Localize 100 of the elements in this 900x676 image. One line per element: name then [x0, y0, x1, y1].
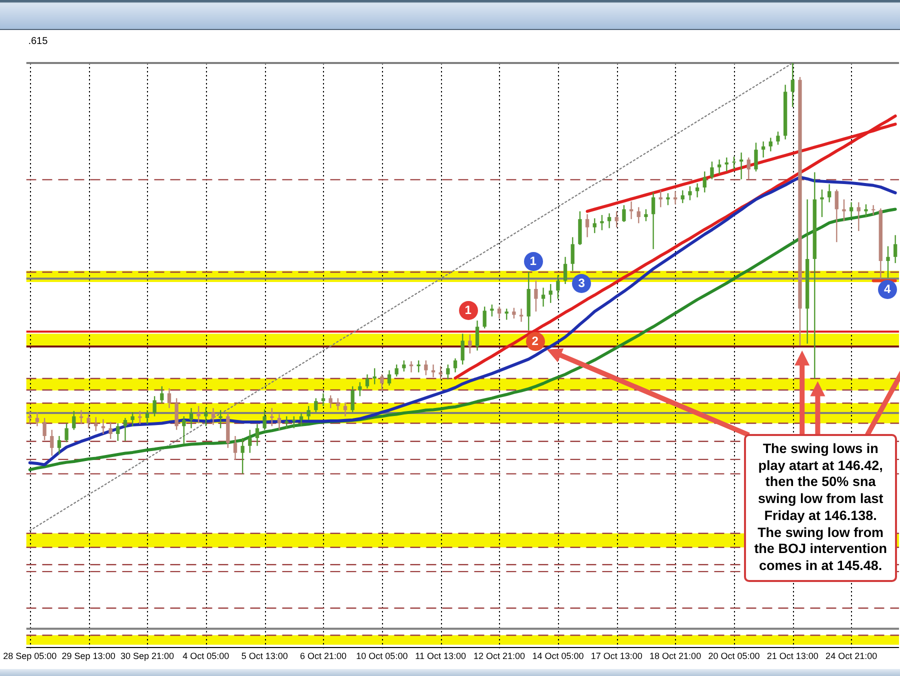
candlestick	[35, 412, 40, 427]
candlestick	[702, 170, 706, 194]
annotation: 4	[884, 282, 891, 296]
candlestick	[600, 214, 604, 231]
candlestick	[680, 190, 684, 204]
x-tick-label: 5 Oct 13:00	[241, 651, 288, 662]
candlestick	[57, 435, 62, 455]
candlestick	[336, 398, 340, 411]
candlestick	[50, 429, 54, 456]
candlestick	[724, 156, 728, 172]
x-tick-label: 14 Oct 05:00	[532, 651, 584, 662]
candlestick	[607, 212, 612, 229]
candlestick	[42, 417, 46, 441]
candlestick	[380, 374, 384, 392]
candlestick	[754, 142, 758, 172]
candlestick	[211, 407, 216, 426]
candlestick	[262, 408, 266, 430]
candlestick	[438, 366, 442, 380]
annotation: 2	[532, 334, 538, 348]
x-tick-label: 11 Oct 13:00	[415, 651, 466, 662]
candlestick	[739, 152, 744, 180]
candlestick	[130, 412, 134, 427]
candlestick	[849, 202, 854, 218]
candlestick	[64, 422, 68, 443]
candlestick	[673, 190, 678, 205]
candlestick	[160, 386, 164, 404]
candlestick	[732, 156, 736, 170]
x-tick-label: 20 Oct 05:00	[708, 651, 760, 662]
x-tick-label: 17 Oct 13:00	[590, 651, 642, 662]
candlestick	[622, 204, 626, 223]
annotation: 3	[578, 276, 585, 290]
candlestick	[446, 364, 450, 380]
text: .615	[28, 36, 48, 48]
candlestick	[475, 320, 480, 352]
candlestick	[387, 370, 392, 386]
candlestick	[570, 236, 574, 272]
candlestick	[651, 192, 656, 250]
x-tick-label: 12 Oct 21:00	[474, 651, 526, 662]
candlestick	[666, 192, 670, 206]
candlestick	[834, 188, 838, 243]
candlestick	[482, 306, 486, 329]
candlestick	[314, 398, 318, 413]
candlestick	[72, 410, 76, 430]
candlestick	[548, 283, 552, 304]
candlestick	[299, 412, 304, 427]
candlestick	[321, 392, 326, 407]
candlestick	[658, 190, 662, 208]
candlestick	[174, 398, 178, 430]
candlestick	[856, 202, 860, 232]
candlestick	[284, 416, 288, 430]
candlestick	[585, 214, 590, 238]
candlestick	[592, 218, 596, 234]
candlestick	[167, 388, 172, 409]
x-tick-label: 30 Sep 21:00	[120, 651, 174, 662]
candlestick	[123, 417, 128, 442]
candlestick	[116, 422, 120, 442]
candlestick	[790, 62, 794, 108]
candlestick	[108, 421, 112, 440]
candlestick	[204, 406, 208, 427]
candlestick	[688, 186, 692, 201]
candlestick	[776, 131, 780, 146]
candlestick	[768, 137, 772, 152]
candlestick	[328, 394, 332, 409]
candlestick	[101, 418, 106, 435]
candlestick	[277, 414, 282, 430]
candlestick	[512, 307, 516, 320]
candlestick	[695, 182, 700, 198]
x-tick-label: 10 Oct 05:00	[356, 651, 408, 662]
x-tick-label: 24 Oct 21:00	[826, 651, 878, 662]
candlestick	[394, 364, 398, 378]
candlestick	[152, 396, 156, 417]
candlestick	[218, 410, 222, 429]
candlestick	[372, 368, 376, 385]
candlestick	[240, 437, 244, 474]
candlestick	[189, 407, 194, 429]
candlestick	[306, 405, 310, 421]
candlestick	[365, 374, 370, 389]
candlestick	[358, 382, 362, 397]
candlestick	[842, 198, 846, 222]
candlestick	[717, 158, 722, 175]
candlestick	[468, 334, 472, 354]
candlestick	[644, 208, 648, 222]
candlestick	[534, 280, 538, 312]
annotation: The swing lows in play atart at 146.42, then the 50% sna swing low from last Friday at 146.138. The swing low from the BOJ intervention comes in at 145.48.	[744, 434, 898, 582]
candlestick	[182, 416, 186, 444]
candlestick	[710, 160, 714, 180]
candlestick	[460, 333, 464, 366]
candlestick	[497, 306, 502, 320]
annotation: 1	[530, 254, 536, 268]
candlestick	[820, 188, 824, 218]
candlestick	[827, 184, 832, 203]
candlestick	[402, 360, 406, 372]
candlestick	[886, 246, 890, 278]
candlestick	[894, 234, 898, 264]
candlestick	[431, 364, 436, 378]
candlestick	[864, 204, 868, 218]
candlestick	[541, 287, 546, 308]
x-tick-label: 18 Oct 21:00	[650, 651, 702, 662]
candlestick	[871, 204, 876, 216]
candlestick	[343, 402, 348, 417]
